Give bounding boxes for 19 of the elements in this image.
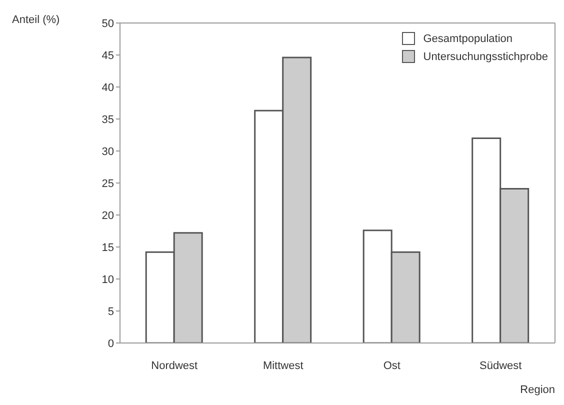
x-tick-label: Nordwest bbox=[151, 360, 198, 372]
y-tick-label: 30 bbox=[102, 146, 114, 158]
y-tick-label: 50 bbox=[102, 18, 114, 30]
y-tick-label: 40 bbox=[102, 82, 114, 94]
y-tick-label: 35 bbox=[102, 114, 114, 126]
y-tick-label: 20 bbox=[102, 210, 114, 222]
legend-label: Gesamtpopulation bbox=[423, 32, 513, 44]
y-tick-label: 0 bbox=[108, 338, 114, 350]
x-tick-label: Ost bbox=[383, 360, 400, 372]
y-tick-label: 25 bbox=[102, 178, 114, 190]
y-tick-label: 45 bbox=[102, 50, 114, 62]
x-tick-label: Südwest bbox=[480, 360, 522, 372]
x-tick-label: Mittwest bbox=[262, 360, 304, 372]
legend-label: Untersuchungsstichprobe bbox=[423, 50, 548, 62]
y-tick-label: 10 bbox=[102, 274, 114, 286]
y-tick-label: 15 bbox=[102, 242, 114, 254]
y-tick-label: 5 bbox=[108, 306, 114, 318]
y-axis-title: Anteil (%) bbox=[12, 14, 60, 26]
x-axis-title: Region bbox=[520, 384, 555, 396]
